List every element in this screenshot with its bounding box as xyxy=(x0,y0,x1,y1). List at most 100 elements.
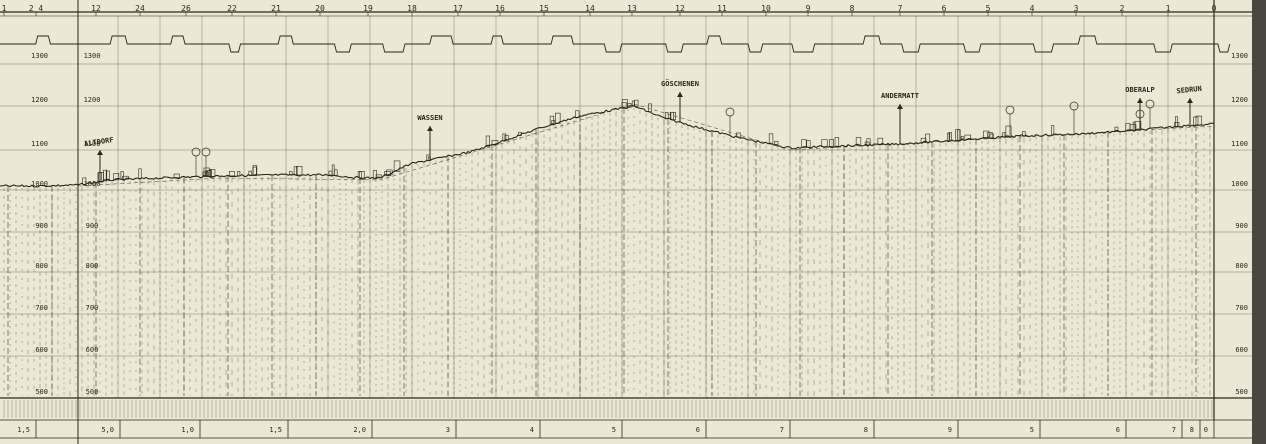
building-mark xyxy=(393,160,401,172)
church-marker-icon xyxy=(897,104,903,109)
left-scale-label-2: 1200 xyxy=(84,96,101,104)
building-mark xyxy=(1129,124,1137,131)
km-label: 6 xyxy=(1116,426,1120,434)
right-scale-label: 500 xyxy=(1235,388,1248,396)
church-marker-icon xyxy=(677,92,683,97)
km-label: 2,0 xyxy=(353,426,366,434)
building-mark xyxy=(1114,126,1119,132)
left-scale-label: 1200 xyxy=(31,96,48,104)
ground-profile xyxy=(0,99,1215,188)
right-scale-label: 1100 xyxy=(1231,140,1248,148)
left-scale-label: 1000 xyxy=(31,180,48,188)
station-number: 7 xyxy=(898,4,903,13)
right-scale-label: 800 xyxy=(1235,262,1248,270)
building-mark xyxy=(372,170,377,179)
building-mark xyxy=(1195,115,1202,126)
building-mark xyxy=(491,140,499,145)
building-mark xyxy=(768,133,774,145)
building-mark xyxy=(485,135,490,147)
building-mark xyxy=(1022,131,1026,137)
building-mark xyxy=(248,170,252,176)
station-number: 4 xyxy=(1030,4,1035,13)
station-number: 19 xyxy=(363,4,373,13)
station-number: 13 xyxy=(627,4,637,13)
building-mark xyxy=(359,171,365,179)
km-label: 0 xyxy=(1204,426,1208,434)
station-number: 18 xyxy=(407,4,417,13)
station-number: 3 xyxy=(1074,4,1079,13)
station-number: 26 xyxy=(181,4,191,13)
building-mark xyxy=(518,132,522,136)
building-mark xyxy=(357,171,362,179)
left-scale-label-2: 1100 xyxy=(84,140,101,148)
left-scale-label: 1300 xyxy=(31,52,48,60)
building-mark xyxy=(925,133,931,143)
cross-section-hatching xyxy=(3,107,1211,396)
building-mark xyxy=(736,132,741,138)
kilometer-band: 1,5 5,0 1,0 1,5 2,0 3 4 5 6 7 8 9 5 6 7 8 0 xyxy=(3,400,1215,438)
km-label: 5 xyxy=(1030,426,1034,434)
building-mark xyxy=(920,137,927,143)
building-mark xyxy=(386,169,393,176)
left-scale-label-2: 900 xyxy=(86,222,99,230)
right-scale-label: 700 xyxy=(1235,304,1248,312)
station-number: 16 xyxy=(495,4,505,13)
building-mark xyxy=(834,137,840,147)
station-number: 2 4 xyxy=(29,4,44,13)
right-margin-strip xyxy=(1252,0,1266,444)
km-label: 7 xyxy=(1172,426,1176,434)
building-mark xyxy=(1175,116,1178,127)
building-mark xyxy=(801,139,807,148)
right-scale-label: 900 xyxy=(1235,222,1248,230)
station-number: 10 xyxy=(761,4,771,13)
left-scale-label-2: 700 xyxy=(86,304,99,312)
station-number: 24 xyxy=(135,4,145,13)
place-name: SEDRUN xyxy=(1176,85,1202,96)
km-label: 1,5 xyxy=(17,426,30,434)
place-name: OBERALP xyxy=(1125,86,1155,94)
building-mark xyxy=(384,171,391,177)
km-label: 9 xyxy=(948,426,952,434)
km-label: 8 xyxy=(864,426,868,434)
km-label: 1,5 xyxy=(269,426,282,434)
building-mark xyxy=(551,120,556,125)
station-number: 5 xyxy=(986,4,991,13)
building-mark xyxy=(375,174,382,179)
building-mark xyxy=(634,99,639,107)
building-mark xyxy=(829,139,834,147)
building-mark xyxy=(103,169,108,182)
left-scale-label: 700 xyxy=(35,304,48,312)
building-mark xyxy=(960,136,964,141)
building-mark xyxy=(1134,121,1142,131)
elevation-scales: 1300 1300 1200 1200 1100 1100 1000 1000 900 900 80… xyxy=(31,52,1248,396)
right-scale-label: 1000 xyxy=(1231,180,1248,188)
left-scale-label-2: 600 xyxy=(86,346,99,354)
station-number: 12 xyxy=(675,4,685,13)
building-mark xyxy=(113,173,120,181)
station-number: 8 xyxy=(850,4,855,13)
building-mark xyxy=(866,138,871,146)
station-number: 0 xyxy=(1212,4,1217,13)
left-scale-label-2: 800 xyxy=(86,262,99,270)
place-name: ANDERMATT xyxy=(881,92,919,100)
station-number: 14 xyxy=(585,4,595,13)
building-mark xyxy=(122,175,129,180)
station-number: 9 xyxy=(806,4,811,13)
station-number: 20 xyxy=(315,4,325,13)
station-number: 12 xyxy=(91,4,101,13)
building-mark xyxy=(120,171,124,180)
church-marker-icon xyxy=(1137,98,1143,103)
building-mark xyxy=(334,169,338,176)
left-scale-label: 900 xyxy=(35,222,48,230)
building-mark xyxy=(252,166,257,176)
church-marker-icon xyxy=(97,150,103,155)
station-number: 2 xyxy=(1120,4,1125,13)
building-mark xyxy=(774,140,779,146)
building-mark xyxy=(209,169,216,177)
building-mark xyxy=(296,166,303,176)
building-mark xyxy=(1051,125,1055,136)
building-mark xyxy=(670,111,674,121)
grade-line xyxy=(77,103,1215,187)
